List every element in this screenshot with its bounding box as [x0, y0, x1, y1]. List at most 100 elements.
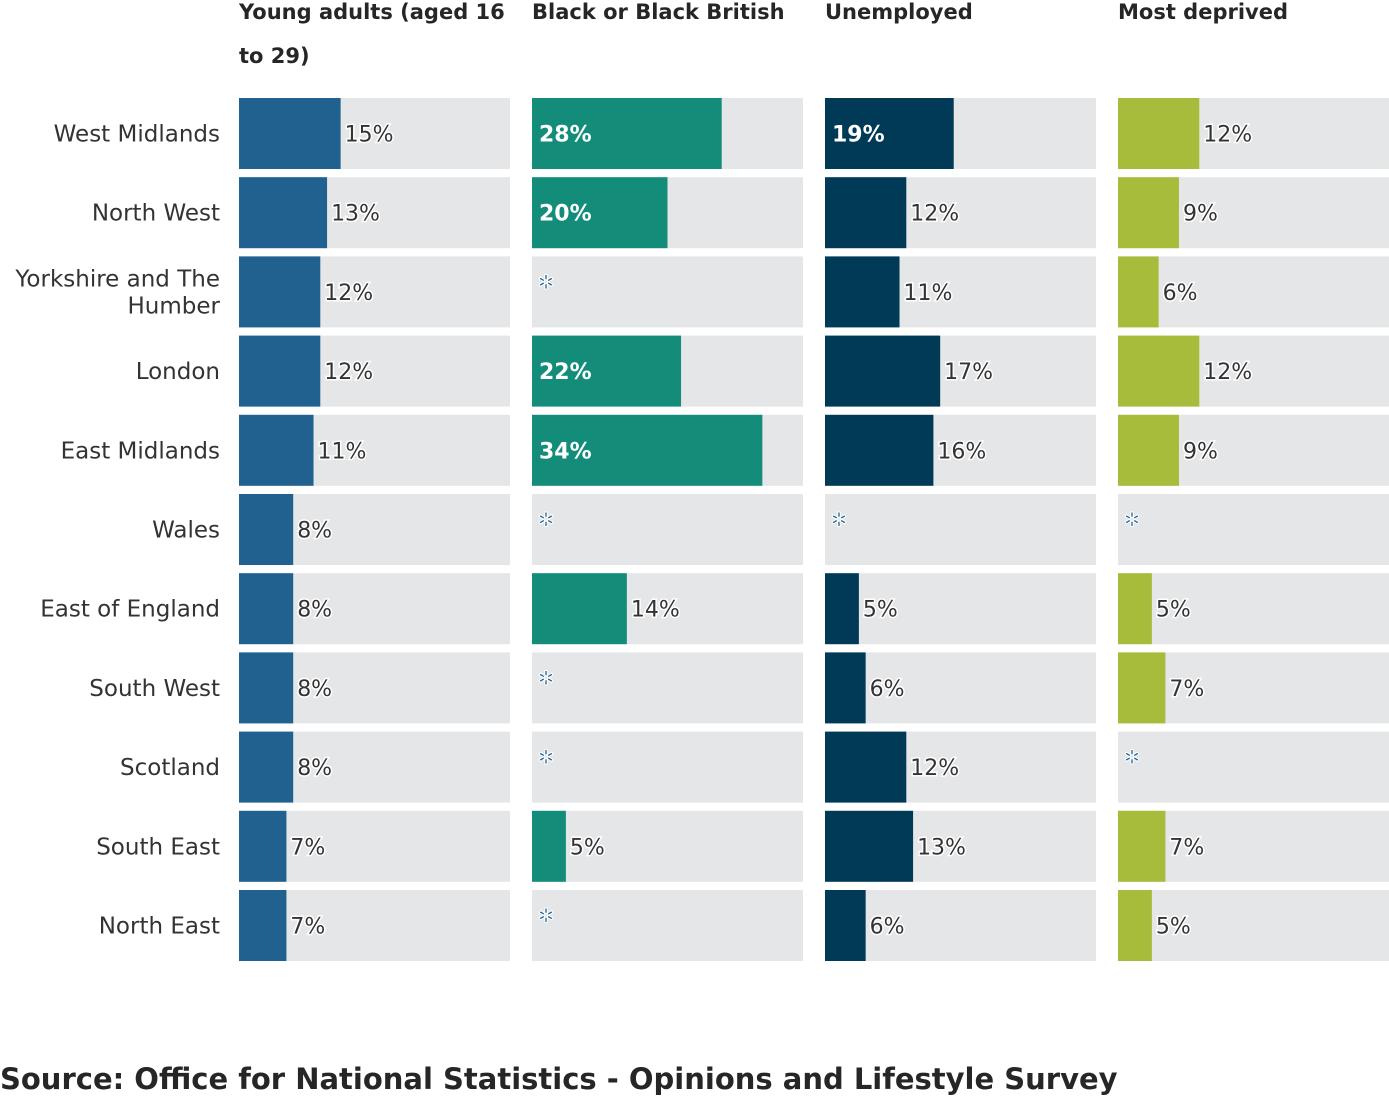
- suppressed-marker: ✲: [538, 508, 555, 532]
- bar: [1118, 573, 1152, 645]
- bar: [239, 256, 321, 328]
- suppressed-marker: ✲: [1124, 745, 1141, 769]
- bar-track: [1118, 890, 1389, 961]
- bar: [239, 177, 328, 249]
- bar: [532, 177, 668, 249]
- bar-track: [532, 494, 803, 565]
- category-label: Scotland: [120, 755, 220, 781]
- data-label: 11%: [318, 439, 367, 464]
- data-label: 9%: [1183, 202, 1218, 227]
- bar: [1118, 256, 1159, 328]
- bar-track: [825, 573, 1096, 645]
- data-label: 14%: [631, 598, 680, 623]
- data-label: 5%: [570, 835, 605, 860]
- data-label: 19%: [832, 123, 885, 148]
- data-label: 6%: [870, 915, 905, 940]
- category-label: East of England: [40, 597, 220, 623]
- category-label: West Midlands: [54, 122, 220, 148]
- bar: [825, 177, 907, 249]
- data-label: 8%: [297, 677, 332, 702]
- data-label: 8%: [297, 519, 332, 544]
- data-label: 17%: [944, 360, 993, 385]
- data-label: 28%: [539, 123, 592, 148]
- panel-title: Most deprived: [1118, 0, 1288, 24]
- bar: [825, 890, 866, 961]
- bar-track: [532, 731, 803, 803]
- bar: [825, 98, 954, 169]
- bar: [239, 573, 294, 645]
- data-label: 6%: [870, 677, 905, 702]
- suppressed-marker: ✲: [538, 904, 555, 928]
- data-label: 15%: [345, 123, 394, 148]
- bar-track: [532, 256, 803, 328]
- data-label: 6%: [1163, 281, 1198, 306]
- bar-track: [532, 652, 803, 724]
- bar: [239, 414, 314, 486]
- bar: [239, 494, 294, 565]
- bar: [825, 810, 914, 882]
- data-label: 13%: [917, 835, 966, 860]
- category-label: East Midlands: [61, 438, 220, 464]
- data-label: 9%: [1183, 439, 1218, 464]
- data-label: 34%: [539, 439, 592, 464]
- bar-track: [825, 890, 1096, 961]
- bar: [825, 414, 934, 486]
- category-label: South West: [89, 676, 220, 702]
- data-label: 5%: [863, 598, 898, 623]
- bar: [825, 573, 859, 645]
- bar: [825, 335, 941, 407]
- data-label: 12%: [1203, 123, 1252, 148]
- data-label: 8%: [297, 598, 332, 623]
- bar: [1118, 98, 1200, 169]
- bar: [239, 98, 341, 169]
- suppressed-marker: ✲: [538, 666, 555, 690]
- bar: [1118, 177, 1179, 249]
- panel-title: Unemployed: [825, 0, 973, 24]
- data-label: 12%: [324, 281, 373, 306]
- bar: [239, 652, 294, 724]
- panel-title: Young adults (aged 16 to 29): [238, 0, 505, 68]
- bar: [532, 335, 682, 407]
- data-label: 7%: [290, 835, 325, 860]
- bar-track: [1118, 494, 1389, 565]
- data-label: 8%: [297, 756, 332, 781]
- data-label: 7%: [1169, 677, 1204, 702]
- data-label: 7%: [1169, 835, 1204, 860]
- suppressed-marker: ✲: [1124, 508, 1141, 532]
- data-label: 13%: [331, 202, 380, 227]
- bar: [1118, 810, 1166, 882]
- data-label: 12%: [324, 360, 373, 385]
- category-label: Wales: [152, 518, 220, 544]
- bar-track: [825, 494, 1096, 565]
- bar: [1118, 890, 1152, 961]
- bar-track: [532, 810, 803, 882]
- bar: [532, 414, 763, 486]
- data-label: 12%: [910, 202, 959, 227]
- bar: [532, 810, 566, 882]
- bar: [1118, 652, 1166, 724]
- category-label: Yorkshire and The Humber: [14, 266, 220, 319]
- category-label: North West: [92, 201, 220, 227]
- source-note: Source: Office for National Statistics -…: [0, 1062, 1118, 1096]
- data-label: 12%: [910, 756, 959, 781]
- bar: [1118, 414, 1179, 486]
- bar: [532, 98, 722, 169]
- chart: West Midlands North West Yorkshire and The…: [14, 0, 1389, 961]
- bar: [239, 810, 287, 882]
- data-label: 20%: [539, 202, 592, 227]
- bar-track: [825, 652, 1096, 724]
- suppressed-marker: ✲: [831, 508, 848, 532]
- data-label: 5%: [1156, 598, 1191, 623]
- data-label: 22%: [539, 360, 592, 385]
- bar-track: [1118, 573, 1389, 645]
- bar: [1118, 335, 1200, 407]
- data-label: 11%: [904, 281, 953, 306]
- bar: [825, 256, 900, 328]
- bar: [532, 573, 627, 645]
- bar: [825, 652, 866, 724]
- data-label: 16%: [937, 439, 986, 464]
- bar-track: [1118, 731, 1389, 803]
- bar: [825, 731, 907, 803]
- category-label: South East: [96, 834, 220, 860]
- panel-title: Black or Black British: [532, 0, 785, 24]
